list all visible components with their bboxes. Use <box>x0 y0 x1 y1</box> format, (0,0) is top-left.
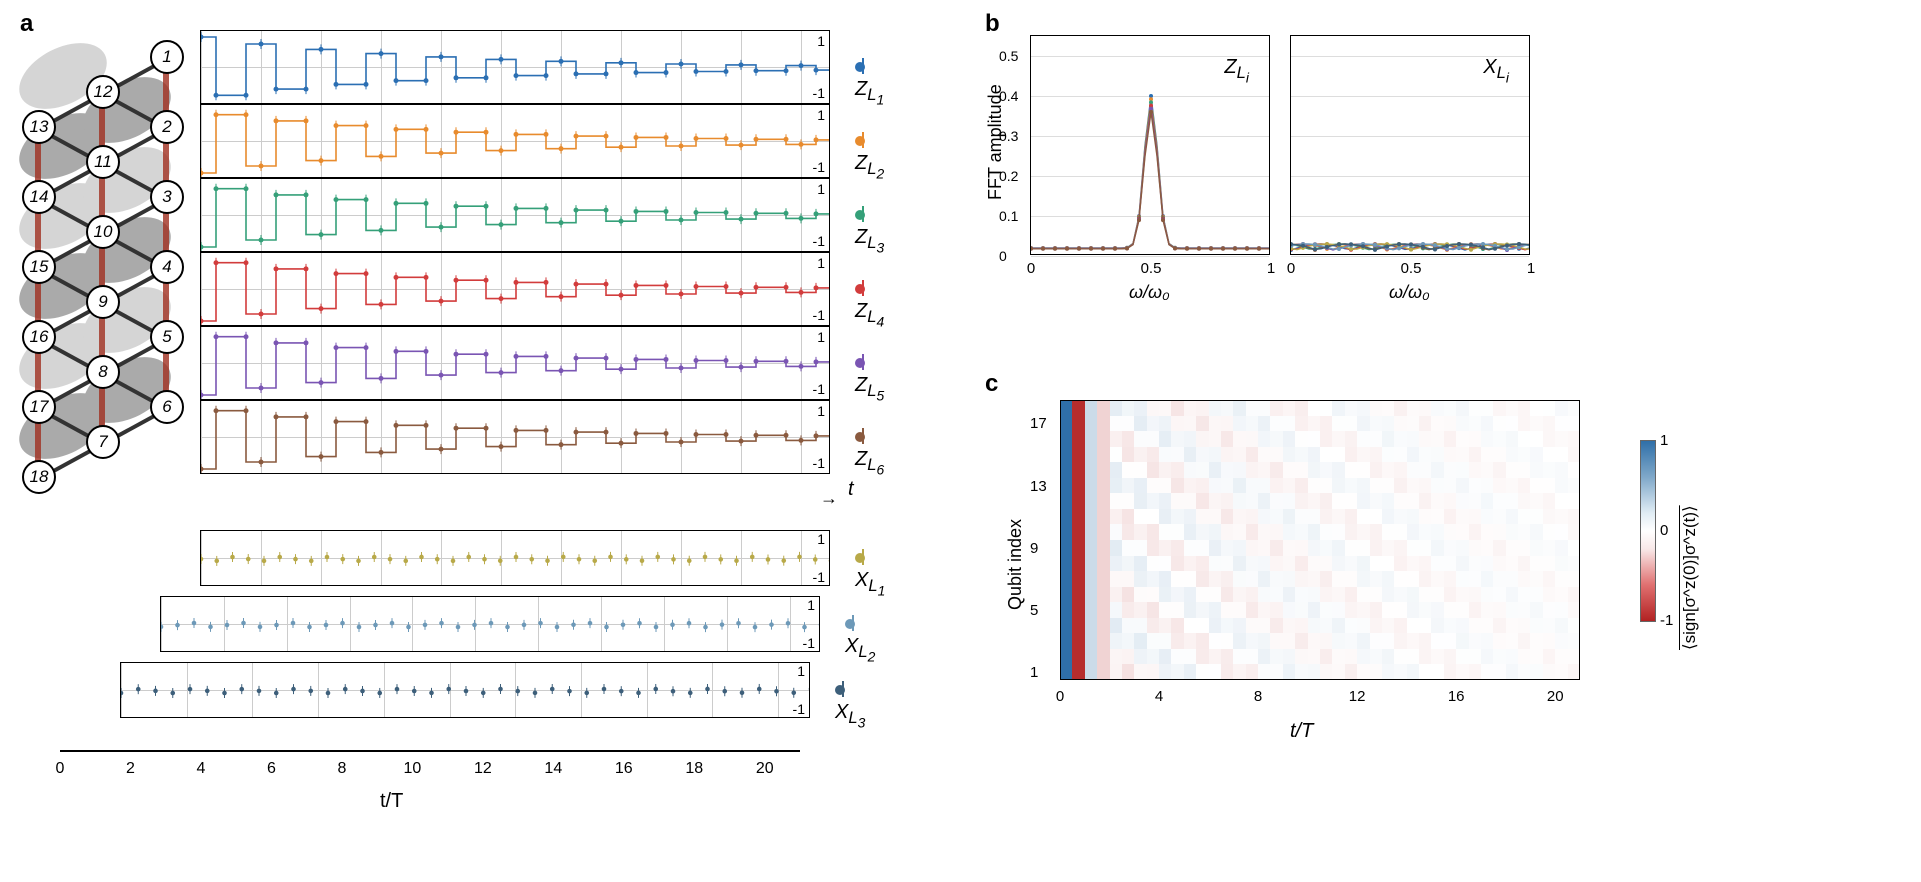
z-series-label-6: ZL6 <box>855 425 884 477</box>
qubit-node-14: 14 <box>22 180 56 214</box>
qubit-node-9: 9 <box>86 285 120 319</box>
z-series-label-3: ZL3 <box>855 203 884 255</box>
heatmap <box>1060 400 1580 680</box>
x-series-label-2: XL2 <box>845 612 875 664</box>
qubit-node-8: 8 <box>86 355 120 389</box>
qubit-node-2: 2 <box>150 110 184 144</box>
z-series-panel-1: 1-1 <box>200 30 830 104</box>
fft-panel-z: ZLi00.51ω/ω₀00.10.20.30.40.5 <box>1030 35 1270 255</box>
qubit-node-10: 10 <box>86 215 120 249</box>
panel-c-label: c <box>985 370 998 398</box>
panel-a-xlabel: t/T <box>380 790 403 813</box>
panel-b-label: b <box>985 10 1000 38</box>
qubit-node-11: 11 <box>86 145 120 179</box>
qubit-node-4: 4 <box>150 250 184 284</box>
z-series-label-1: ZL1 <box>855 55 884 107</box>
qubit-node-13: 13 <box>22 110 56 144</box>
qubit-node-12: 12 <box>86 75 120 109</box>
z-series-panel-5: 1-1 <box>200 326 830 400</box>
qubit-node-17: 17 <box>22 390 56 424</box>
colorbar-label: ⟨sign[σ^z(0)]σ^z(t)⟩ <box>1680 505 1700 650</box>
x-series-panel-1: 1-1 <box>200 530 830 586</box>
panel-c-ylabel: Qubit index <box>1005 519 1026 610</box>
qubit-node-1: 1 <box>150 40 184 74</box>
panel-c-xlabel: t/T <box>1290 720 1313 743</box>
z-series-panel-3: 1-1 <box>200 178 830 252</box>
time-arrow-icon: → <box>820 488 838 509</box>
x-series-panel-2: 1-1 <box>160 596 820 652</box>
z-series-panel-4: 1-1 <box>200 252 830 326</box>
x-series-panel-3: 1-1 <box>120 662 810 718</box>
qubit-node-16: 16 <box>22 320 56 354</box>
x-series-label-1: XL1 <box>855 546 885 598</box>
x-series-label-3: XL3 <box>835 678 865 730</box>
qubit-node-15: 15 <box>22 250 56 284</box>
qubit-node-7: 7 <box>86 425 120 459</box>
qubit-node-3: 3 <box>150 180 184 214</box>
z-series-panel-2: 1-1 <box>200 104 830 178</box>
qubit-node-18: 18 <box>22 460 56 494</box>
z-series-panel-6: 1-1 <box>200 400 830 474</box>
z-series-label-2: ZL2 <box>855 129 884 181</box>
time-arrow-label: t <box>848 478 854 501</box>
z-series-label-5: ZL5 <box>855 351 884 403</box>
colorbar <box>1640 440 1656 622</box>
qubit-node-6: 6 <box>150 390 184 424</box>
qubit-node-5: 5 <box>150 320 184 354</box>
fft-panel-x: XLi00.51ω/ω₀ <box>1290 35 1530 255</box>
panel-a-label: a <box>20 10 33 38</box>
z-series-label-4: ZL4 <box>855 277 884 329</box>
